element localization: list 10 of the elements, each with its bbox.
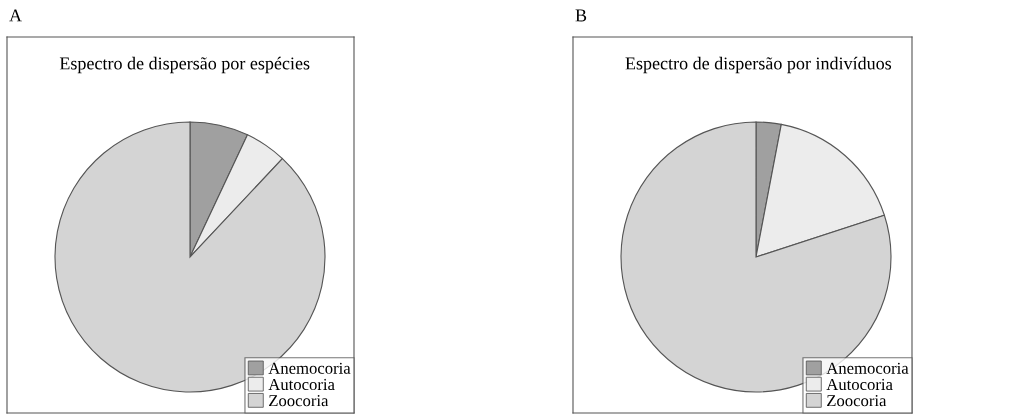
text: A — [9, 9, 22, 22]
chart-title: Espectro de dispersão por indivíduos — [625, 56, 892, 74]
legend-label: Anemocoria — [826, 362, 909, 374]
chart-title: Espectro de dispersão por espécies — [59, 56, 310, 74]
legend-label: Zoocoria — [827, 395, 887, 407]
legend-label: Autocoria — [826, 378, 893, 391]
legend-label: Zoocoria — [269, 395, 329, 407]
legend-label: Autocoria — [268, 378, 335, 391]
legend-label: Anemocoria — [268, 362, 351, 374]
text: B — [575, 9, 587, 22]
